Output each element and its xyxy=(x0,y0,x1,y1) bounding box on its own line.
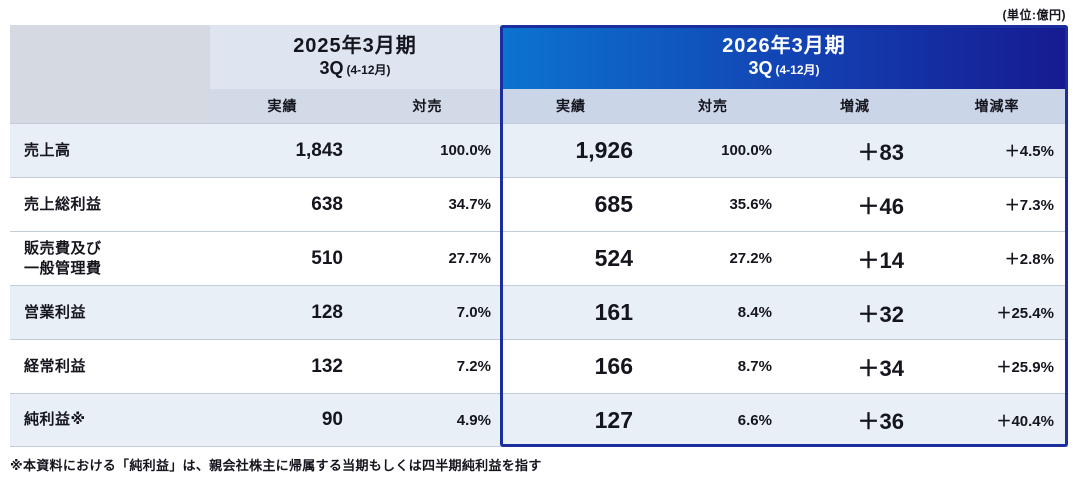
fy2026-title: 2026年3月期 xyxy=(722,35,846,58)
change-value: ＋83 xyxy=(784,123,926,177)
change-value: ＋46 xyxy=(784,177,926,231)
actual-2026-value: 524 xyxy=(500,231,642,285)
change-value: ＋36 xyxy=(784,393,926,447)
fy2026-months-label: (4-12月) xyxy=(775,63,820,78)
ratio-2026-value: 35.6% xyxy=(642,177,784,231)
actual-2025-value: 128 xyxy=(210,285,355,339)
col-header-2026-actual: 実績 xyxy=(500,89,642,123)
actual-2025-value: 1,843 xyxy=(210,123,355,177)
actual-2026-value: 161 xyxy=(500,285,642,339)
unit-label: (単位:億円) xyxy=(1002,8,1066,22)
fy2026-quarter-label: 3Q xyxy=(748,58,773,79)
change-value: ＋32 xyxy=(784,285,926,339)
footnote: ※本資料における「純利益」は、親会社株主に帰属する当期もしくは四半期純利益を指す xyxy=(10,458,542,473)
actual-2025-value: 638 xyxy=(210,177,355,231)
change-rate-value: ＋25.4% xyxy=(926,285,1068,339)
row-label: 販売費及び 一般管理費 xyxy=(10,231,210,285)
corner-cell xyxy=(10,25,210,123)
col-header-2026-change-rate: 増減率 xyxy=(926,89,1068,123)
ratio-2026-value: 100.0% xyxy=(642,123,784,177)
fy2026-quarter: 3Q (4-12月) xyxy=(748,58,820,79)
actual-2025-value: 90 xyxy=(210,393,355,447)
fy2025-header: 2025年3月期 3Q (4-12月) xyxy=(210,25,500,89)
ratio-2025-value: 100.0% xyxy=(355,123,500,177)
row-label: 営業利益 xyxy=(10,285,210,339)
ratio-2025-value: 4.9% xyxy=(355,393,500,447)
col-header-2025-actual: 実績 xyxy=(210,89,355,123)
change-rate-value: ＋7.3% xyxy=(926,177,1068,231)
fy2025-quarter: 3Q (4-12月) xyxy=(319,58,391,79)
row-label: 売上高 xyxy=(10,123,210,177)
ratio-2025-value: 7.2% xyxy=(355,339,500,393)
col-header-2025-ratio: 対売 xyxy=(355,89,500,123)
row-label: 売上総利益 xyxy=(10,177,210,231)
change-value: ＋34 xyxy=(784,339,926,393)
actual-2026-value: 1,926 xyxy=(500,123,642,177)
change-value: ＋14 xyxy=(784,231,926,285)
change-rate-value: ＋25.9% xyxy=(926,339,1068,393)
fy2025-title: 2025年3月期 xyxy=(293,35,417,58)
ratio-2026-value: 27.2% xyxy=(642,231,784,285)
ratio-2026-value: 8.4% xyxy=(642,285,784,339)
row-label: 純利益※ xyxy=(10,393,210,447)
change-rate-value: ＋2.8% xyxy=(926,231,1068,285)
ratio-2025-value: 27.7% xyxy=(355,231,500,285)
col-header-2026-ratio: 対売 xyxy=(642,89,784,123)
change-rate-value: ＋40.4% xyxy=(926,393,1068,447)
fy2025-quarter-label: 3Q xyxy=(319,58,344,79)
row-label: 経常利益 xyxy=(10,339,210,393)
change-rate-value: ＋4.5% xyxy=(926,123,1068,177)
ratio-2025-value: 7.0% xyxy=(355,285,500,339)
results-table: 2025年3月期 3Q (4-12月) 2026年3月期 3Q (4-12月) 実績… xyxy=(10,25,1068,447)
actual-2025-value: 132 xyxy=(210,339,355,393)
actual-2026-value: 685 xyxy=(500,177,642,231)
actual-2025-value: 510 xyxy=(210,231,355,285)
fy2026-header: 2026年3月期 3Q (4-12月) xyxy=(500,25,1068,89)
ratio-2026-value: 6.6% xyxy=(642,393,784,447)
col-header-2026-change: 増減 xyxy=(784,89,926,123)
fy2025-months-label: (4-12月) xyxy=(346,63,391,78)
actual-2026-value: 166 xyxy=(500,339,642,393)
actual-2026-value: 127 xyxy=(500,393,642,447)
ratio-2025-value: 34.7% xyxy=(355,177,500,231)
ratio-2026-value: 8.7% xyxy=(642,339,784,393)
